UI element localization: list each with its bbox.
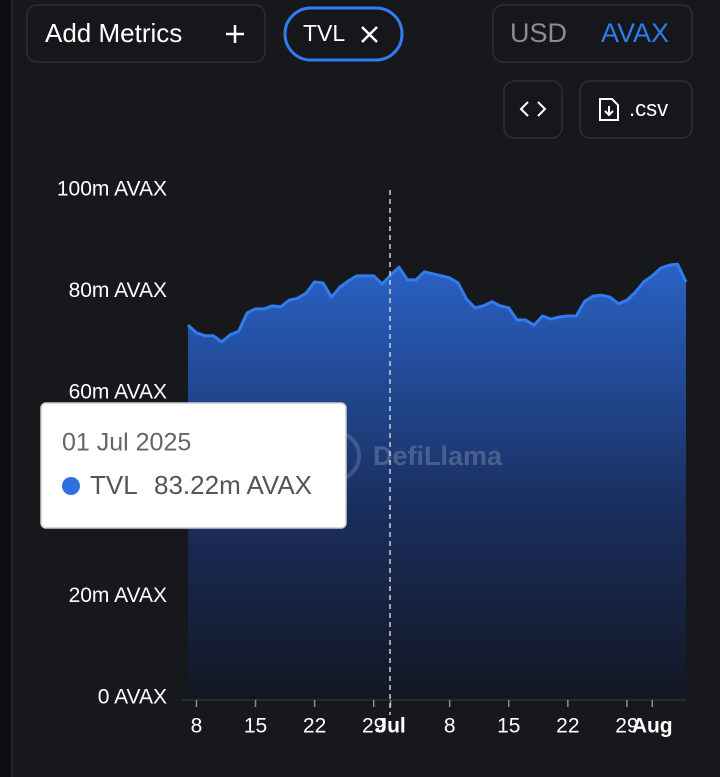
- currency-toggle: USD AVAX: [492, 4, 693, 63]
- x-tick-label: 29: [615, 715, 638, 738]
- download-icon: [599, 98, 619, 121]
- area-line: [186, 262, 688, 344]
- chip-label: TVL: [303, 20, 345, 46]
- area-fill: [188, 264, 686, 698]
- toggle-frame: [492, 4, 693, 63]
- x-tick-label: 8: [444, 715, 456, 738]
- watermark-text: DefiLlama: [373, 441, 503, 471]
- watermark: DefiLlama: [309, 430, 503, 482]
- chip-frame: [283, 6, 404, 62]
- close-icon[interactable]: [361, 26, 378, 43]
- button-frame: [26, 4, 266, 63]
- y-tick-label: 100m AVAX: [57, 178, 167, 201]
- embed-button[interactable]: [503, 80, 563, 139]
- x-tick-label: Jul: [375, 715, 405, 738]
- tooltip-swatch: [62, 477, 80, 495]
- x-tick-label: 22: [556, 715, 579, 738]
- usd-option[interactable]: USD: [510, 18, 567, 48]
- x-tick-label: 15: [497, 715, 520, 738]
- x-tick-label: 15: [244, 715, 267, 738]
- csv-label: .csv: [629, 96, 668, 121]
- tooltip-box: [40, 402, 347, 529]
- y-tick-label: 60m AVAX: [69, 381, 167, 404]
- metric-chip[interactable]: TVL: [283, 6, 404, 62]
- button-label: Add Metrics: [45, 18, 182, 48]
- csv-button[interactable]: .csv: [579, 80, 693, 139]
- add-metrics-button[interactable]: Add Metrics: [26, 4, 266, 63]
- y-tick-label: 0 AVAX: [98, 686, 167, 709]
- x-tick-label: 8: [191, 715, 203, 738]
- x-tick-label: 29: [362, 715, 385, 738]
- tooltip-series: TVL: [90, 470, 138, 500]
- y-tick-label: 20m AVAX: [69, 584, 167, 607]
- button-frame: [503, 80, 563, 139]
- x-tick-label: Aug: [632, 715, 673, 738]
- x-tick-label: 22: [303, 715, 326, 738]
- code-icon: [519, 101, 547, 117]
- button-frame: [579, 80, 693, 139]
- avax-option[interactable]: AVAX: [601, 18, 669, 48]
- tooltip-date: 01 Jul 2025: [62, 429, 191, 457]
- tooltip: 01 Jul 2025 TVL 83.22m AVAX: [40, 402, 347, 529]
- y-tick-label: 80m AVAX: [69, 279, 167, 302]
- plus-icon: [226, 25, 244, 43]
- tooltip-value: 83.22m AVAX: [154, 470, 312, 500]
